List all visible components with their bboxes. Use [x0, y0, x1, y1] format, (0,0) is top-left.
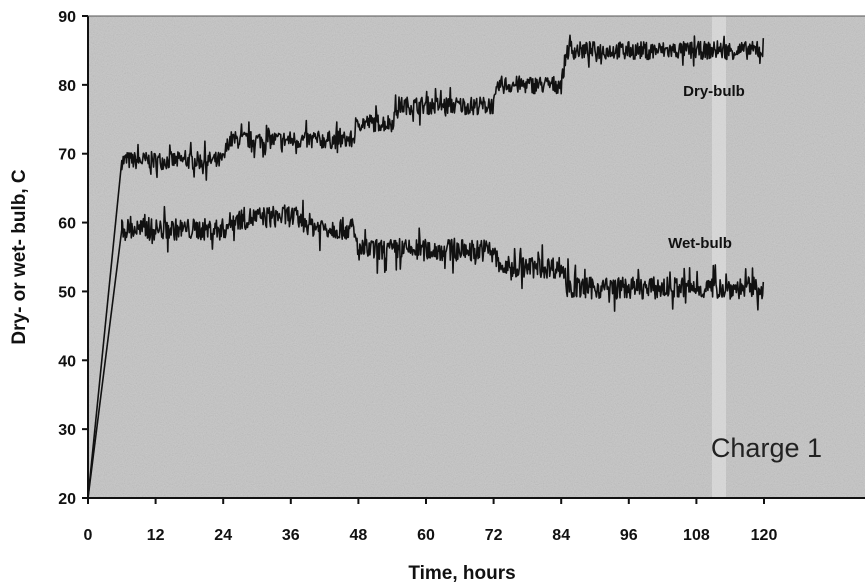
x-tick-label: 84	[552, 527, 570, 544]
y-tick-label: 30	[58, 422, 76, 439]
series-label-0: Dry-bulb	[683, 83, 745, 100]
x-tick-label: 12	[147, 527, 165, 544]
series-line-1	[87, 199, 765, 499]
series-label-1: Wet-bulb	[668, 235, 732, 252]
series-labels: Dry-bulb Wet-bulb	[668, 83, 745, 252]
x-axis: 0 12 24 36 48 60 72 84 96 108 120	[84, 498, 778, 544]
series-lines	[87, 34, 765, 499]
y-tick-label: 80	[58, 78, 76, 95]
x-axis-title: Time, hours	[408, 563, 515, 584]
x-tick-label: 60	[417, 527, 435, 544]
y-tick-label: 90	[58, 9, 76, 26]
y-tick-label: 20	[58, 491, 76, 508]
x-tick-label: 72	[485, 527, 503, 544]
series-line-0	[87, 34, 765, 499]
scan-streak	[712, 16, 726, 498]
x-tick-label: 24	[214, 527, 232, 544]
y-tick-label: 60	[58, 216, 76, 233]
x-tick-label: 96	[620, 527, 638, 544]
x-tick-label: 108	[683, 527, 710, 544]
x-tick-label: 120	[751, 527, 778, 544]
x-tick-label: 36	[282, 527, 300, 544]
x-tick-label: 48	[350, 527, 368, 544]
y-axis-title: Dry- or wet- bulb, C	[9, 169, 30, 345]
y-axis: 20 30 40 50 60 70 80 90	[58, 9, 88, 508]
annotation-charge: Charge 1	[711, 433, 822, 463]
x-tick-label: 0	[84, 527, 93, 544]
y-tick-label: 40	[58, 353, 76, 370]
y-tick-label: 50	[58, 284, 76, 301]
y-tick-label: 70	[58, 147, 76, 164]
